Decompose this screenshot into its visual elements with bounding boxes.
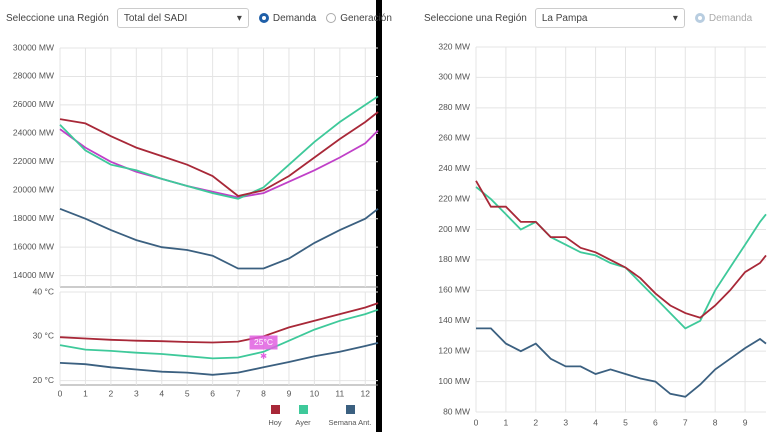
series-line: [475, 180, 767, 319]
radio[interactable]: [258, 13, 269, 23]
y-tick-label: 28000 MW: [13, 71, 54, 81]
legend-label: Hoy: [268, 418, 282, 427]
x-tick-label: 6: [210, 388, 215, 398]
series-line: [59, 128, 379, 199]
series-line: [59, 111, 379, 197]
y-tick-label: 120 MW: [438, 345, 470, 355]
y-tick-label: 320 MW: [438, 41, 470, 51]
legend-swatch: [299, 405, 308, 414]
y-tick-label: 14000 MW: [13, 270, 54, 280]
left-controls: Seleccione una Región Total del SADI ▾ De…: [6, 6, 392, 30]
y-tick-label: 140 MW: [438, 315, 470, 325]
x-tick-label: 4: [159, 388, 164, 398]
y-tick-label: 260 MW: [438, 133, 470, 143]
caret: ▾: [672, 12, 678, 24]
x-tick-label: 11: [335, 388, 344, 398]
region-label: Seleccione una Región: [6, 12, 109, 24]
y-tick-label: 100 MW: [438, 376, 470, 386]
x-tick-label: 0: [58, 388, 63, 398]
radio-label: Demanda: [708, 12, 753, 24]
x-tick-label: 5: [185, 388, 190, 398]
y-tick-label: 20 °C: [33, 375, 54, 385]
region-label: Seleccione una Región: [424, 12, 527, 24]
y-tick-label: 220 MW: [438, 193, 470, 203]
series-line: [475, 186, 767, 330]
annotation-star: ✱: [260, 351, 267, 361]
caret: ▾: [236, 12, 242, 24]
x-tick-label: 10: [310, 388, 320, 398]
y-tick-label: 160 MW: [438, 285, 470, 295]
x-tick-label: 7: [236, 388, 241, 398]
y-tick-label: 24000 MW: [13, 128, 54, 138]
y-tick-label: 300 MW: [438, 72, 470, 82]
y-tick-label: 240 MW: [438, 163, 470, 173]
y-tick-label: 40 °C: [33, 286, 54, 296]
legend-swatch: [346, 405, 355, 414]
legend-label: Semana Ant.: [329, 418, 372, 427]
legend-label: Ayer: [295, 418, 311, 427]
x-tick-label: 3: [563, 417, 568, 427]
region-select[interactable]: La Pampa ▾: [534, 8, 685, 28]
region-value: Total del SADI: [123, 12, 188, 24]
x-tick-label: 9: [287, 388, 292, 398]
x-tick-label: 0: [474, 417, 479, 427]
series-line: [59, 95, 379, 200]
x-tick-label: 9: [743, 417, 748, 427]
x-tick-label: 7: [683, 417, 688, 427]
legend-swatch: [271, 405, 280, 414]
x-tick-label: 6: [653, 417, 658, 427]
x-tick-label: 3: [134, 388, 139, 398]
x-tick-label: 1: [83, 388, 88, 398]
radio: [694, 13, 705, 23]
series-line: [59, 207, 379, 270]
series-line: [59, 308, 379, 360]
y-tick-label: 80 MW: [443, 406, 470, 416]
x-tick-label: 5: [623, 417, 628, 427]
x-tick-label: 1: [504, 417, 509, 427]
y-tick-label: 30 °C: [33, 331, 54, 341]
right-controls: Seleccione una Región La Pampa ▾ Demanda: [424, 6, 752, 30]
series-line: [59, 342, 379, 376]
region-value: La Pampa: [541, 12, 588, 24]
x-tick-label: 12: [361, 388, 371, 398]
x-tick-label: 2: [109, 388, 114, 398]
annotation: 25°C: [254, 337, 273, 347]
x-tick-label: 4: [593, 417, 598, 427]
y-tick-label: 20000 MW: [13, 185, 54, 195]
y-tick-label: 280 MW: [438, 102, 470, 112]
y-tick-label: 22000 MW: [13, 156, 54, 166]
radio-label[interactable]: Demanda: [272, 12, 317, 24]
y-tick-label: 16000 MW: [13, 241, 54, 251]
x-tick-label: 8: [261, 388, 266, 398]
y-tick-label: 200 MW: [438, 224, 470, 234]
y-tick-label: 180 MW: [438, 254, 470, 264]
radio[interactable]: [326, 13, 337, 23]
y-tick-label: 18000 MW: [13, 213, 54, 223]
x-tick-label: 2: [533, 417, 538, 427]
divider: [376, 0, 382, 432]
y-tick-label: 30000 MW: [13, 42, 54, 52]
annotation-box: [249, 335, 278, 350]
radio-label[interactable]: Generación: [340, 12, 392, 24]
region-select[interactable]: Total del SADI ▾: [116, 8, 249, 28]
series-line: [476, 327, 767, 398]
y-tick-label: 26000 MW: [13, 99, 54, 109]
x-tick-label: 8: [713, 417, 718, 427]
series-line: [59, 302, 379, 344]
